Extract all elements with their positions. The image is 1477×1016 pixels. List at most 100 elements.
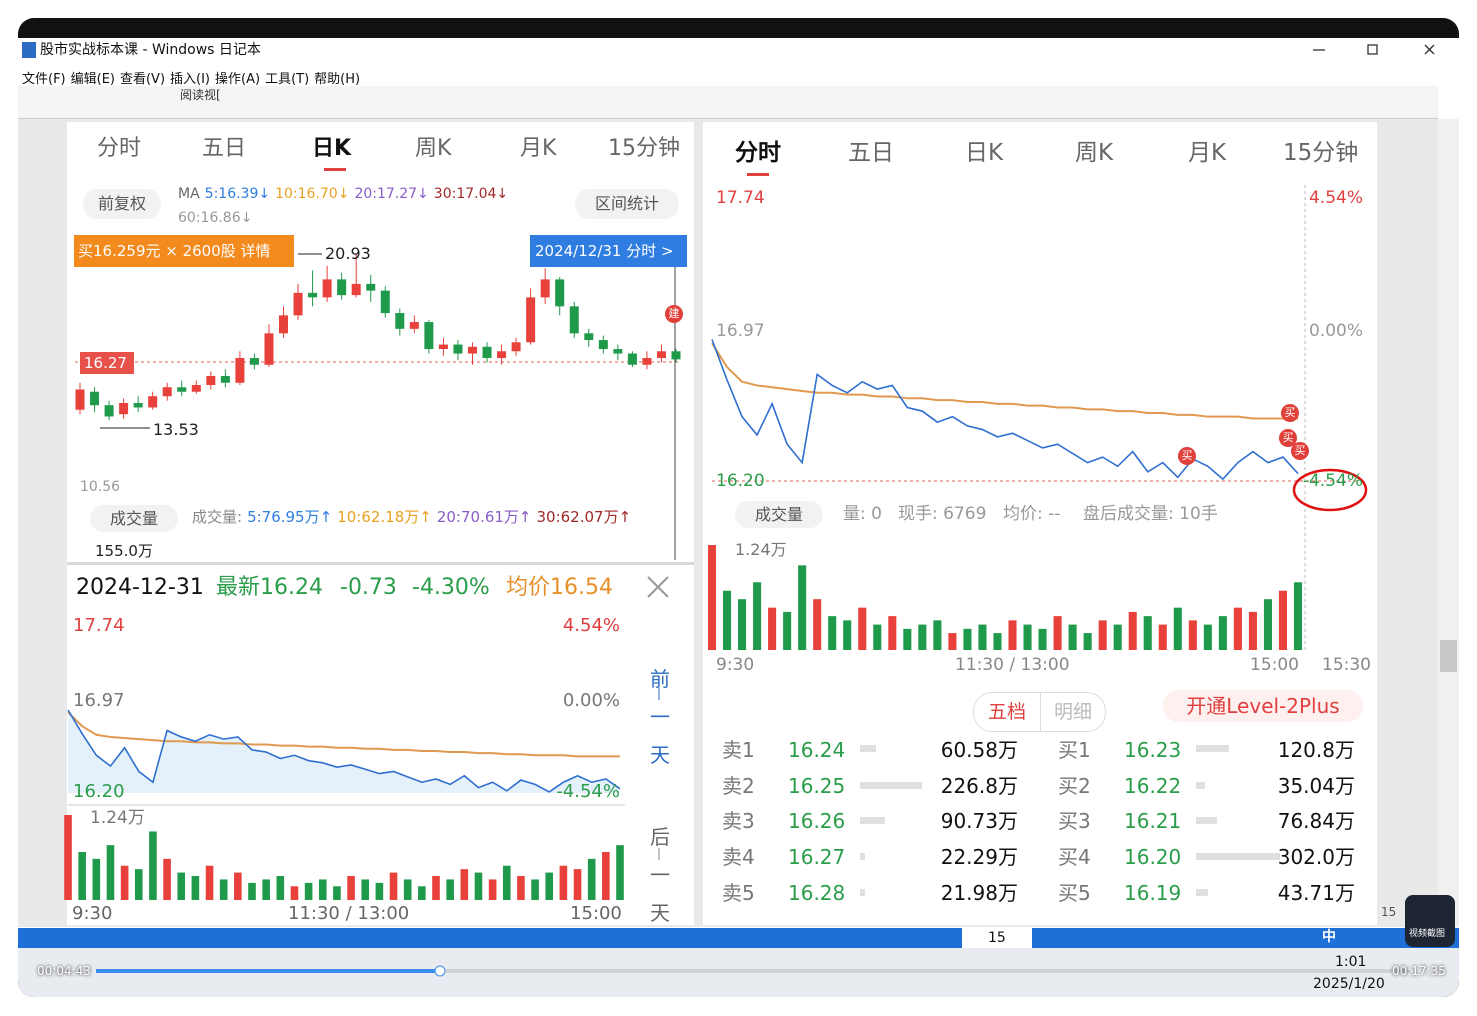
adjust-button[interactable]: 前复权 [83,189,161,219]
candle-body [104,405,114,417]
order-volume: 226.8万 [940,774,1018,798]
candle-body [598,340,608,350]
order-volume: 35.04万 [1277,774,1355,798]
buy-mark: 买 [1178,447,1196,465]
order-label: 卖3 [722,809,755,833]
progress-knob[interactable] [434,965,446,977]
order-tab[interactable]: 五档 [973,692,1041,732]
volume-bar [573,869,582,900]
tab[interactable]: 五日 [202,136,247,161]
candle-body [249,358,259,365]
r-mid: 16.97 [716,321,765,341]
volume-bar [545,872,554,900]
tab[interactable]: 日K [312,136,352,161]
volume-bar [418,886,426,900]
close-x[interactable] [647,576,669,598]
candle-body [264,333,274,365]
volume-bar [933,620,942,650]
candle-body [424,322,434,350]
progress-track[interactable] [96,969,1410,973]
volume-bar [1113,624,1122,650]
r-top-pct: 4.54% [1308,188,1363,208]
volume-bar [304,882,313,900]
candle-body [366,283,376,291]
order-label: 买2 [1058,774,1091,798]
candle-body [467,346,477,354]
tab[interactable]: 15分钟 [1283,140,1359,166]
volume-bar [753,582,762,650]
tab[interactable]: 周K [1075,140,1114,166]
quote-latest: 最新16.24 [216,575,323,600]
tab-underline [324,168,346,171]
order-label: 买4 [1058,845,1091,869]
candle-body [322,279,332,298]
menu-item: 工具(T) [265,72,310,87]
volume-bar [290,886,299,900]
volume-bar [347,876,355,900]
menu-item: 编辑(E) [70,72,115,87]
volume-bar [707,545,717,650]
volume-bar [219,879,228,900]
low-label: 13.53 [153,420,199,439]
tab[interactable]: 月K [1188,140,1227,166]
volume-bar [1293,582,1303,650]
volume-info-item: 量: 0 [843,504,882,524]
volume-bar [474,872,483,900]
trade-badge[interactable]: 买16.259元 × 2600股 详情 [74,235,294,267]
candle-body [119,402,129,415]
candle-body [642,358,652,365]
level2-button[interactable]: 开通Level-2Plus [1163,690,1363,722]
quote-change: -0.73 [340,575,397,600]
tab[interactable]: 分时 [735,140,781,166]
volume-bar [918,624,927,650]
tab[interactable]: 日K [965,140,1004,166]
candle-body [162,387,172,397]
r-volume-button[interactable]: 成交量 [735,501,823,528]
volume-bar [205,865,214,900]
volume-bar [276,876,285,900]
candle-body [148,396,158,408]
volume-button[interactable]: 成交量 [90,505,178,532]
order-volume: 120.8万 [1277,738,1355,762]
volume-bar [1158,624,1167,650]
tab[interactable]: 五日 [848,140,894,166]
volume-bar [517,876,525,900]
order-tab[interactable]: 明细 [1040,692,1106,732]
candle-body [438,344,448,350]
axis-min: 10.56 [80,479,121,495]
order-price: 16.21 [1124,809,1182,833]
mini-mid-pct: 0.00% [562,690,620,711]
volume-bar [78,852,86,900]
scrollbar [1438,119,1459,927]
volume-bar [1218,616,1227,650]
app-icon [22,42,36,58]
tab[interactable]: 15分钟 [608,136,680,161]
order-label: 买1 [1058,738,1091,762]
tab[interactable]: 周K [415,136,452,161]
tab[interactable]: 分时 [97,136,142,161]
volume-bar [783,611,792,650]
volume-bar [873,624,882,650]
volume-stats: 成交量: 5:76.95万↑ 10:62.18万↑ 20:70.61万↑ 30:62.0… [192,510,636,525]
next-day[interactable]: 后一天 [650,825,670,925]
candle-body [526,297,536,343]
ma-prefix: MA [178,186,200,202]
volume-bar [843,620,852,650]
r-bottom: 16.20 [716,471,765,491]
quote-date: 2024-12-31 [76,575,204,600]
candle-body [584,333,594,341]
prev-day[interactable]: 前一天 [650,667,670,767]
ma-value: 20:17.27↓ [354,186,429,202]
volume-bar [858,607,867,650]
volume-bar [1068,624,1077,650]
volume-bar [64,815,72,900]
toolbar [18,86,1438,119]
tab[interactable]: 月K [520,136,557,161]
screenshot-button[interactable] [1405,895,1455,947]
range-stat-button[interactable]: 区间统计 [575,189,679,219]
candle-body [569,306,579,334]
order-volume: 60.58万 [940,738,1018,762]
price-line [67,709,621,793]
date-badge[interactable]: 2024/12/31 分时 > [530,235,687,267]
